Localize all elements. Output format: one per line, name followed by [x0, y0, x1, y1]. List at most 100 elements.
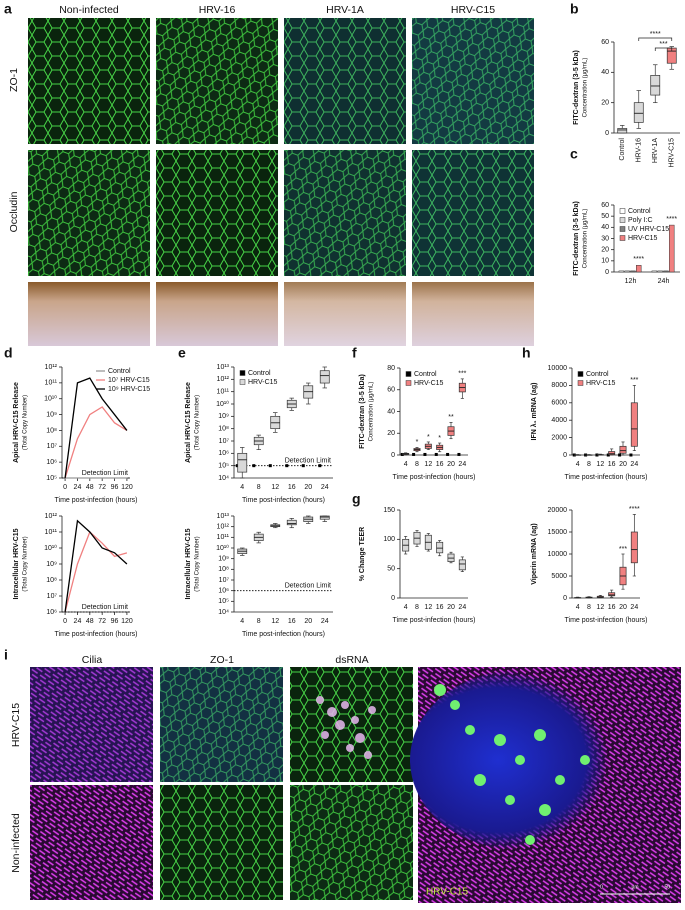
y-tick-label: 10¹² — [45, 513, 58, 520]
y-tick-label: 60 — [601, 202, 609, 209]
marker — [318, 464, 322, 468]
y-tick-label: 20 — [601, 100, 609, 107]
legend-swatch — [619, 208, 626, 214]
micrograph — [156, 18, 278, 144]
bar — [669, 224, 675, 273]
x-tick-label: 4 — [404, 461, 408, 468]
y-tick-label: 8000 — [551, 382, 567, 389]
significance: *** — [458, 371, 466, 378]
y-tick-label: 10⁸ — [218, 426, 229, 433]
y-axis-sublabel: (Total Copy Number) — [195, 395, 201, 450]
legend-label: Control — [248, 370, 271, 377]
x-tick-label: 0 — [63, 484, 67, 491]
bar — [657, 270, 663, 273]
micrograph — [412, 18, 534, 144]
x-tick-label: 16 — [436, 461, 444, 468]
x-tick-label: 48 — [86, 618, 94, 625]
legend-label: HRV-C15 — [248, 379, 278, 386]
marker — [434, 452, 438, 456]
x-tick-label: 120 — [121, 484, 133, 491]
y-tick-label: 150 — [383, 507, 395, 514]
micrograph — [28, 18, 150, 144]
row-header: HRV-C15 — [10, 703, 22, 747]
y-tick-label: 0 — [391, 595, 395, 602]
bar — [651, 270, 658, 273]
y-axis-label: FITC-dextran (3-5 kDa) — [573, 50, 580, 125]
bracket — [654, 47, 673, 51]
significance: *** — [659, 41, 667, 48]
x-tick-label: 24 — [321, 618, 329, 625]
y-tick-label: 10⁷ — [47, 593, 58, 600]
x-tick-label: 8 — [257, 618, 261, 625]
x-tick-label: 20 — [304, 618, 312, 625]
y-tick-label: 10⁶ — [46, 459, 57, 466]
micrograph-tint — [412, 150, 534, 276]
y-tick-label: 10¹³ — [217, 364, 230, 371]
dsrna-cells — [316, 696, 376, 759]
y-axis-label: Apical HRV-C15 Release — [13, 382, 20, 463]
x-tick-label: 8 — [257, 484, 261, 491]
panel-a: a Non-infected HRV-16 HRV-1A HRV-C15 ZO-… — [4, 1, 534, 346]
panel-label: i — [4, 647, 8, 663]
y-tick-label: 10⁹ — [218, 556, 229, 563]
micrograph — [28, 150, 150, 276]
y-tick-label: 50 — [601, 213, 609, 220]
legend-label: Control — [414, 371, 437, 378]
scale-text: 0 — [600, 884, 603, 890]
box — [319, 370, 330, 384]
y-tick-label: 10¹¹ — [45, 529, 58, 536]
y-tick-label: 10⁸ — [46, 427, 57, 434]
marker — [268, 464, 272, 468]
bar — [618, 270, 625, 273]
detection-limit-label: Detection Limit — [82, 470, 128, 477]
x-tick-label: 24 — [630, 604, 638, 611]
significance: **** — [633, 256, 644, 263]
y-tick-label: 6000 — [551, 400, 567, 407]
y-tick-label: 80 — [387, 365, 395, 372]
box — [619, 445, 627, 454]
y-tick-label: 10¹¹ — [217, 534, 230, 541]
x-tick-label: 24h — [658, 278, 670, 285]
x-tick-label: 24 — [321, 484, 329, 491]
y-axis-sublabel: (Total Copy Number) — [195, 536, 201, 591]
y-tick-label: 10⁵ — [218, 598, 229, 605]
legend-label: 10⁷ HRV-C15 — [108, 377, 150, 384]
x-tick-label: 16 — [436, 604, 444, 611]
box — [617, 128, 628, 134]
micrograph — [412, 150, 534, 276]
y-tick-label: 10⁶ — [218, 450, 229, 457]
column-header: ZO-1 — [210, 654, 234, 666]
marker — [423, 452, 427, 456]
y-axis-sublabel: Concentration (μg/mL) — [583, 209, 589, 269]
infected-cells — [434, 684, 590, 845]
micrograph — [30, 667, 153, 782]
y-tick-label: 10⁸ — [46, 577, 57, 584]
x-axis-label: Time post-infection (hours) — [55, 631, 138, 638]
micrograph-tint — [30, 667, 153, 782]
column-header: Cilia — [82, 654, 103, 666]
legend-label: UV HRV-C15 — [628, 226, 669, 233]
box — [436, 541, 444, 554]
x-tick-label: 0 — [63, 618, 67, 625]
y-tick-label: 10⁶ — [46, 609, 57, 616]
x-axis-label: Time post-infection (hours) — [393, 474, 476, 481]
y-axis-label: % Change TEER — [359, 527, 366, 581]
x-tick-label: 20 — [619, 461, 627, 468]
column-header: HRV-16 — [199, 4, 236, 16]
significance: *** — [630, 377, 638, 384]
x-axis-label: Time post-infection (hours) — [393, 617, 476, 624]
x-tick-label: HRV-16 — [636, 138, 643, 162]
box — [286, 519, 297, 526]
micrograph — [156, 150, 278, 276]
box — [237, 452, 248, 473]
y-tick-label: 10 — [601, 258, 609, 265]
y-axis-sublabel: Concentration (μg/mL) — [369, 382, 375, 442]
x-tick-label: Control — [619, 138, 626, 161]
y-tick-label: 10¹¹ — [45, 380, 58, 387]
legend-label: Control — [108, 368, 131, 375]
x-tick-label: 8 — [415, 461, 419, 468]
x-tick-label: 12 — [271, 618, 279, 625]
x-tick-label: HRV-1A — [652, 138, 659, 163]
detection-limit-label: Detection Limit — [82, 604, 128, 611]
